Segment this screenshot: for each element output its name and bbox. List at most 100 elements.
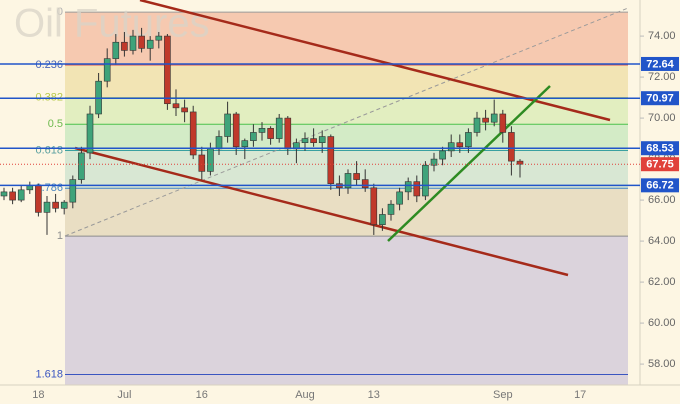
candle-body [482, 117, 489, 123]
fib-label: 0 [57, 6, 63, 18]
candle-body [232, 113, 240, 148]
trend-lines [64, 0, 629, 277]
candle-body [267, 128, 274, 139]
price-box-label: 67.75 [646, 159, 674, 171]
candle-body [301, 138, 309, 143]
x-tick-label: 13 [368, 389, 380, 401]
fib-band [65, 236, 628, 375]
y-tick-label: 64.00 [648, 235, 676, 247]
candle-body [379, 214, 386, 225]
candle-body [43, 201, 51, 213]
y-tick-label: 60.00 [648, 317, 676, 329]
candle-body [456, 142, 464, 148]
candle-body [103, 58, 111, 82]
x-tick-label: 18 [32, 389, 44, 401]
candle-body [241, 140, 249, 148]
candle-body [60, 201, 68, 209]
fib-label: 0.236 [35, 59, 63, 71]
fib-band [65, 374, 628, 385]
price-box [641, 91, 679, 106]
price-box [641, 141, 679, 156]
candle-body [69, 179, 77, 203]
candle-body [9, 191, 16, 201]
y-tick-label: 62.00 [648, 276, 676, 288]
candle-body [344, 173, 352, 189]
dashed-trend [64, 7, 629, 237]
watermark-title: Oil Futures [14, 2, 210, 46]
candle-body [0, 191, 8, 197]
fib-label: 0.5 [48, 118, 63, 130]
fib-band [65, 188, 628, 237]
candle-body [508, 132, 515, 162]
y-tick-label: 58.00 [648, 358, 676, 370]
x-tick-label: Sep [493, 389, 513, 401]
candle-body [370, 187, 378, 225]
candle-body [439, 150, 446, 160]
fib-label: 1 [57, 230, 63, 242]
candle-body [258, 128, 266, 133]
candle-body [86, 113, 94, 154]
candle-body [52, 201, 59, 209]
candle-body [164, 35, 171, 105]
price-box-label: 72.64 [646, 58, 674, 70]
y-tick-label: 66.00 [648, 194, 676, 206]
channel-bottom [74, 146, 569, 277]
candle-body [155, 35, 163, 41]
candle-body [198, 154, 206, 172]
candle-body [189, 111, 197, 156]
x-tick-label: Aug [295, 389, 315, 401]
candle-body [250, 132, 257, 141]
candle-body [181, 107, 188, 113]
y-tick-label: 70.00 [648, 112, 676, 124]
price-box [641, 178, 679, 193]
candle-body [473, 117, 481, 133]
x-tick-label: Jul [117, 389, 131, 401]
candle-body [129, 35, 137, 51]
candle-body [413, 181, 421, 197]
price-box-label: 70.97 [646, 93, 674, 105]
candle-body [318, 136, 326, 143]
candle-body [387, 203, 395, 215]
channel-top [139, 0, 611, 122]
candle-body [422, 164, 429, 197]
candle-body [310, 138, 317, 143]
candle-body [275, 117, 283, 139]
candle-body [447, 142, 455, 152]
y-tick-label: 72.00 [648, 71, 676, 83]
candle-body [499, 113, 507, 133]
fib-label: 1.618 [35, 368, 63, 380]
candle-body [224, 113, 231, 137]
fib-band [65, 124, 628, 151]
candle-body [353, 173, 360, 180]
candle-body [112, 41, 120, 59]
candle-body [35, 185, 42, 213]
y-tick-label: 74.00 [648, 30, 676, 42]
candle-body [138, 35, 145, 49]
candle-body [361, 179, 369, 189]
support-trend [387, 85, 551, 242]
candle-body [404, 181, 412, 193]
candle-body [215, 136, 223, 150]
candle-body [146, 39, 154, 49]
candle-body [490, 113, 498, 123]
candle-body [430, 158, 438, 166]
fib-band [65, 64, 628, 98]
candle-body [327, 136, 335, 184]
x-tick-label: 16 [196, 389, 208, 401]
candle-body [284, 117, 292, 150]
price-box-label: 68.53 [646, 143, 674, 155]
price-box [641, 56, 679, 71]
candle-body [465, 132, 472, 148]
x-tick-label: 17 [574, 389, 586, 401]
candle-body [78, 152, 85, 180]
candle-body [172, 103, 180, 109]
candle-body [26, 185, 34, 191]
candle-body [207, 148, 214, 172]
fib-label: 0.618 [35, 144, 63, 156]
candle-body [396, 191, 403, 205]
price-box-label: 66.72 [646, 180, 674, 192]
candle-body [121, 41, 128, 51]
candle-body [17, 189, 25, 201]
price-box [641, 157, 679, 172]
